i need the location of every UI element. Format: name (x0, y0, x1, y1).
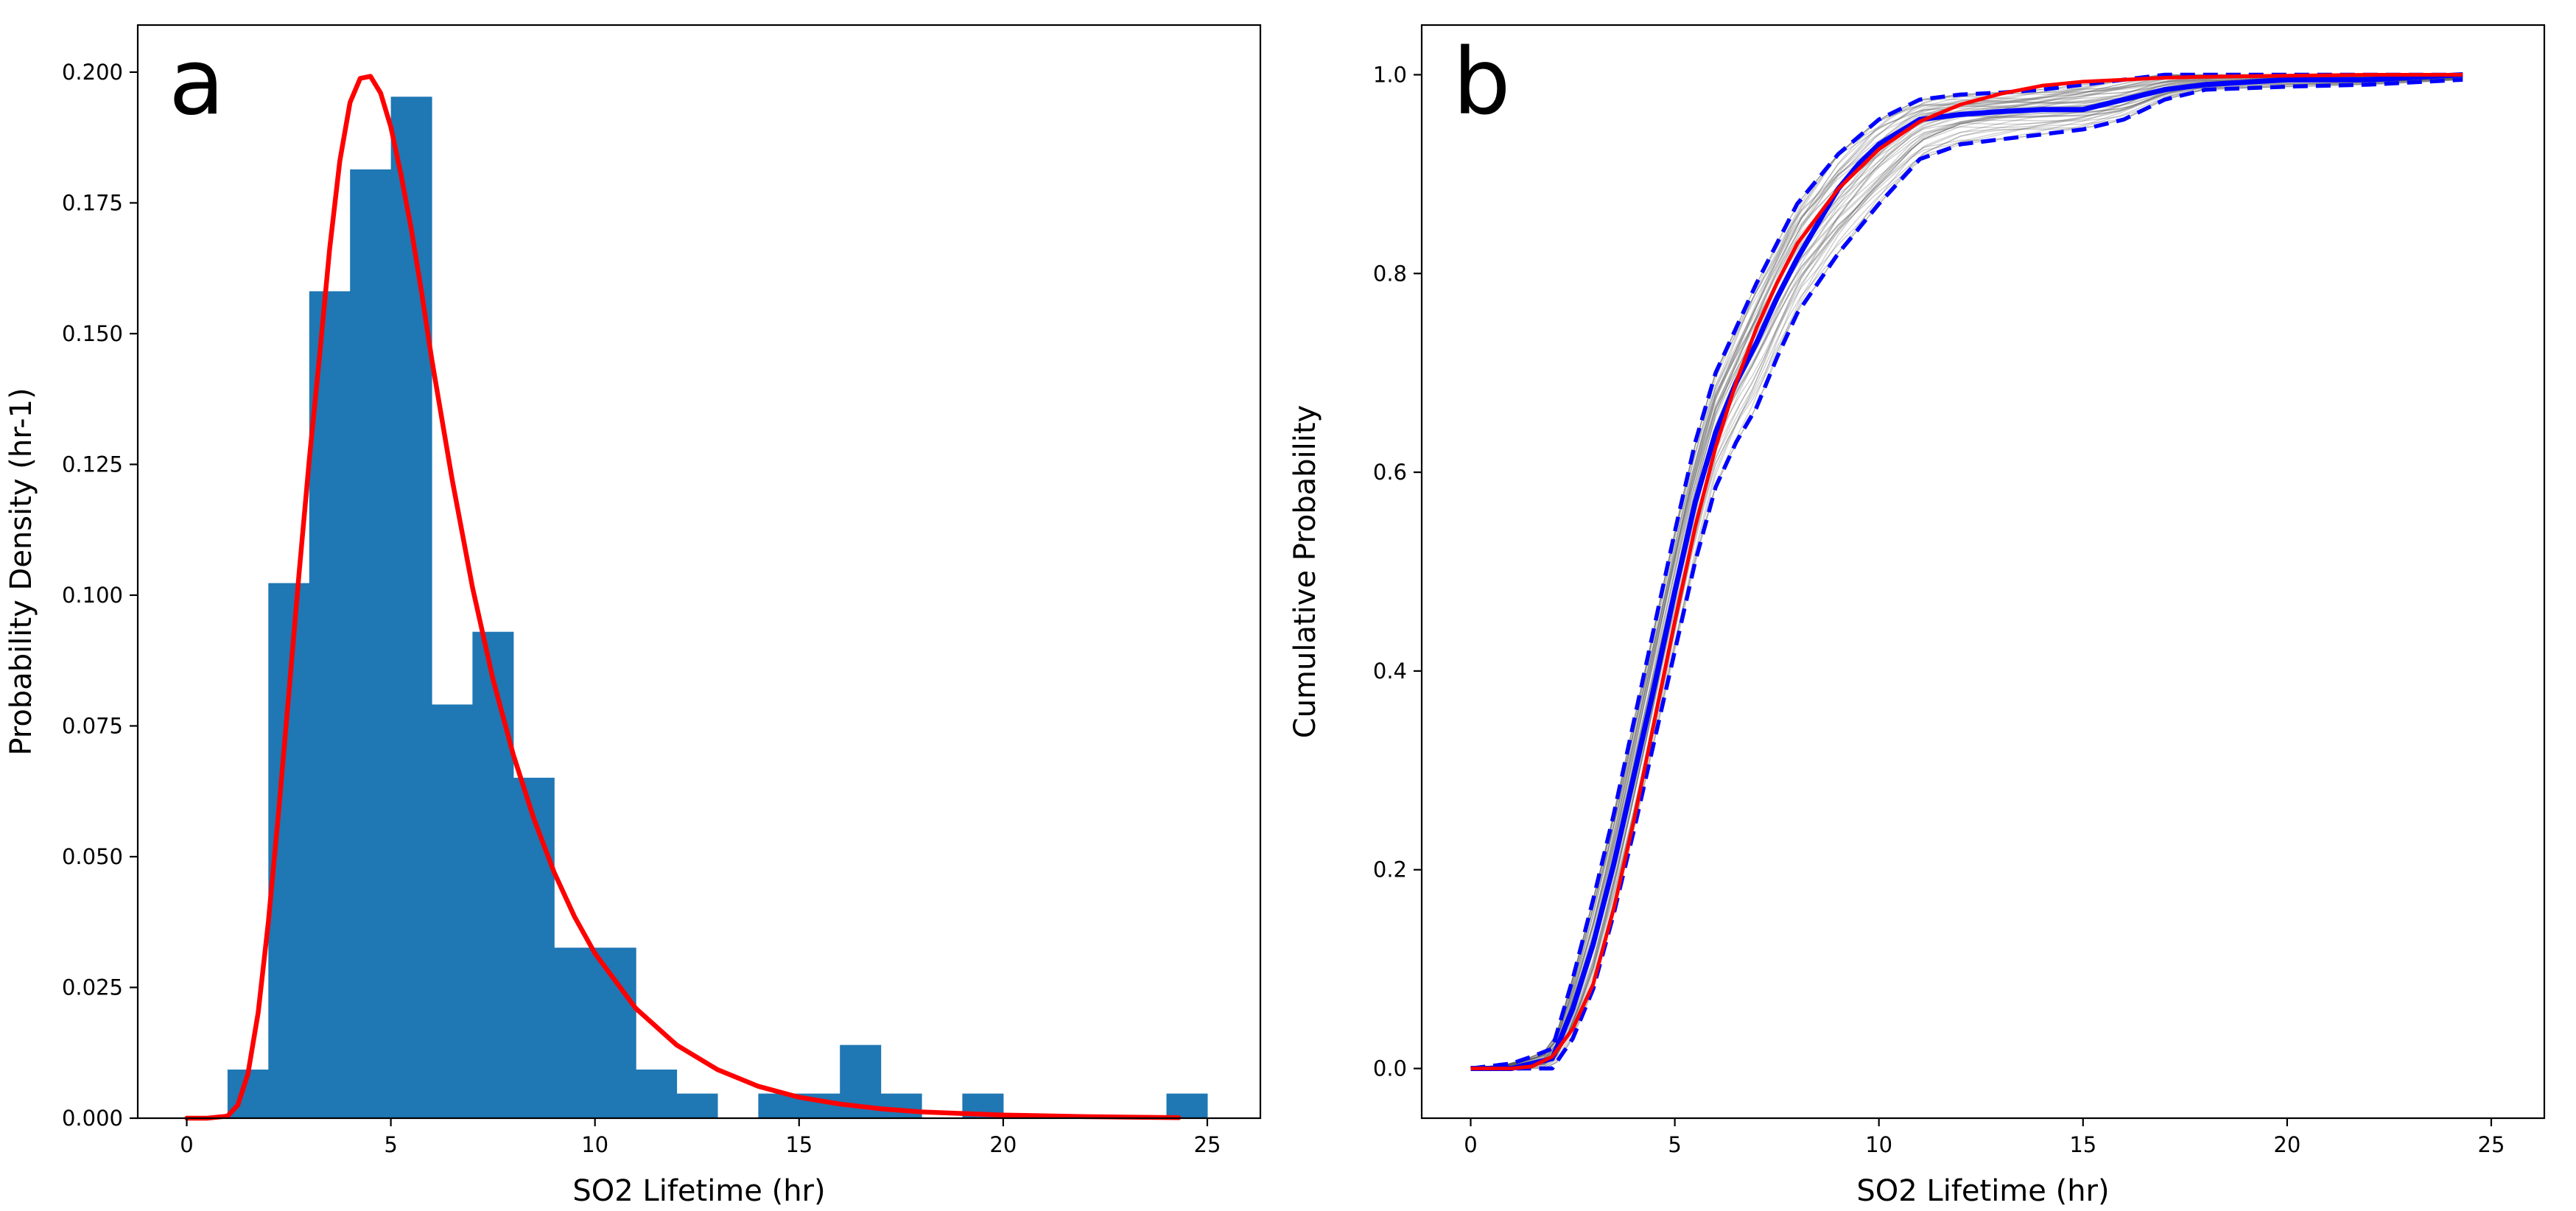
x-tick-label: 20 (2273, 1132, 2300, 1157)
y-tick-label: 0.025 (62, 975, 123, 1000)
y-tick-label: 0.175 (62, 190, 123, 215)
cdf-series (1470, 72, 2463, 1071)
histogram-bar (432, 704, 473, 1118)
histogram-bar (636, 1070, 678, 1118)
histogram-bar (676, 1093, 718, 1118)
panel-b-frame (1420, 24, 2546, 1120)
panel-a-frame (136, 24, 1262, 1120)
x-tick-label: 10 (581, 1132, 608, 1157)
y-tick-label: 0.200 (62, 60, 123, 85)
panel-b-x-ticks: 0 5 10 15 20 25 (1464, 1118, 2505, 1157)
x-tick-label: 25 (2478, 1132, 2505, 1157)
x-tick-label: 20 (989, 1132, 1017, 1157)
panel-b-x-axis-label: SO2 Lifetime (hr) (1856, 1174, 2109, 1208)
histogram-bar (350, 169, 392, 1118)
histogram-bar (1166, 1093, 1208, 1118)
histogram-bar (554, 947, 596, 1118)
histogram-panel: 0 5 10 15 20 25 0.000 0.025 0.050 0.075 0.100 0.12… (4, 24, 1262, 1208)
panel-b-y-ticks: 0.0 0.2 0.4 0.6 0.8 1.0 (1373, 62, 1422, 1081)
panel-a-letter: a (169, 29, 225, 136)
y-tick-label: 1.0 (1373, 62, 1407, 87)
histogram-bars (227, 96, 1208, 1118)
x-tick-label: 0 (180, 1132, 193, 1157)
histogram-bar (880, 1093, 922, 1118)
histogram-bar (390, 96, 432, 1118)
y-tick-label: 0.0 (1373, 1056, 1407, 1081)
mean-cdf-line (1470, 72, 2463, 1071)
cdf-panel: 0 5 10 15 20 25 0.0 0.2 0.4 0.6 0.8 1.0 SO2 Lifeti… (1288, 24, 2546, 1208)
y-tick-label: 0.050 (62, 844, 123, 869)
panel-a-y-axis-label: Probability Density (hr-1) (4, 387, 38, 755)
x-tick-label: 0 (1464, 1132, 1477, 1157)
bootstrap-cdf-line (1470, 78, 2463, 1070)
panel-a-x-ticks: 0 5 10 15 20 25 (180, 1118, 1221, 1157)
panel-b-letter: b (1453, 29, 1511, 136)
panel-a-y-ticks: 0.000 0.025 0.050 0.075 0.100 0.125 0.150 0.175… (62, 60, 138, 1131)
x-tick-label: 15 (785, 1132, 813, 1157)
histogram-bar (594, 947, 636, 1118)
y-tick-label: 0.150 (62, 321, 123, 346)
x-tick-label: 5 (384, 1132, 397, 1157)
histogram-bar (513, 777, 555, 1118)
y-tick-label: 0.100 (62, 583, 123, 608)
panel-a-x-axis-label: SO2 Lifetime (hr) (572, 1174, 825, 1208)
y-tick-label: 0.000 (62, 1106, 123, 1131)
y-tick-label: 0.4 (1373, 659, 1407, 684)
x-tick-label: 5 (1668, 1132, 1681, 1157)
y-tick-label: 0.075 (62, 713, 123, 738)
lognormal-fit-curve (184, 74, 1182, 1121)
fit-curve-line (184, 74, 1182, 1121)
y-tick-label: 0.2 (1373, 857, 1407, 882)
x-tick-label: 15 (2069, 1132, 2096, 1157)
histogram-bar (472, 631, 514, 1118)
y-tick-label: 0.6 (1373, 460, 1407, 485)
y-tick-label: 0.125 (62, 452, 123, 477)
y-tick-label: 0.8 (1373, 261, 1407, 286)
histogram-bar (309, 291, 351, 1118)
lower-band-line (1470, 77, 2463, 1071)
panel-b-y-axis-label: Cumulative Probability (1288, 405, 1322, 738)
x-tick-label: 25 (1194, 1132, 1221, 1157)
x-tick-label: 10 (1865, 1132, 1892, 1157)
fitted-cdf-line (1470, 73, 2463, 1070)
